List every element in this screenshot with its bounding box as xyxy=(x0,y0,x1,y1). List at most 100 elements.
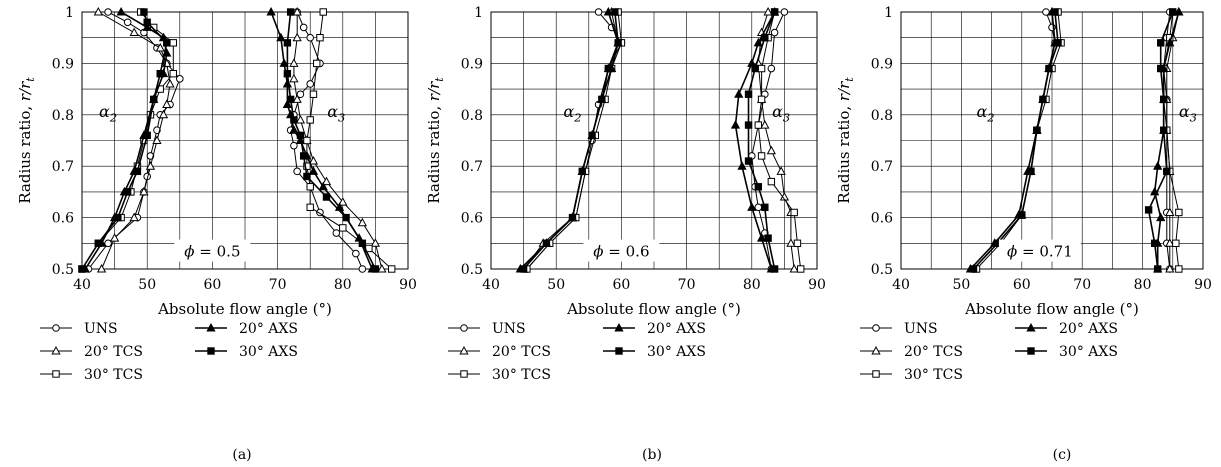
data-point xyxy=(169,69,177,78)
data-point xyxy=(129,212,139,222)
legend-marker xyxy=(207,347,215,355)
data-point xyxy=(542,239,551,248)
data-point xyxy=(1175,208,1183,217)
series-20-tcs xyxy=(93,6,387,273)
x-tick-label: 40 xyxy=(73,277,91,293)
y-tick-label: 1 xyxy=(474,5,483,21)
data-point xyxy=(388,265,396,273)
legend-label: 30° TCS xyxy=(84,367,143,383)
data-point xyxy=(767,64,776,73)
data-point xyxy=(598,95,606,104)
y-tick-label: 1 xyxy=(65,5,74,21)
data-point xyxy=(1160,126,1168,134)
legend-label: 30° AXS xyxy=(647,344,706,360)
data-point xyxy=(318,181,328,191)
data-point xyxy=(797,265,805,273)
data-point xyxy=(757,152,766,160)
legend-item: UNS xyxy=(40,321,118,337)
x-axis-label: Absolute flow angle (°) xyxy=(566,300,741,318)
x-axis-label: Absolute flow angle (°) xyxy=(964,300,1139,318)
data-point xyxy=(614,39,622,47)
data-point xyxy=(744,90,753,98)
data-point xyxy=(1154,265,1162,273)
data-point xyxy=(352,249,360,258)
data-point xyxy=(316,34,324,42)
legend-label: 20° AXS xyxy=(647,321,706,337)
y-tick-label: 0.8 xyxy=(871,108,893,124)
legend-marker xyxy=(1027,347,1035,355)
data-point xyxy=(292,6,302,16)
legend-marker xyxy=(460,370,468,378)
data-point xyxy=(303,172,311,181)
data-point xyxy=(156,69,164,78)
data-point xyxy=(1027,167,1035,176)
data-point xyxy=(747,202,757,211)
data-point xyxy=(319,8,327,16)
data-point xyxy=(93,6,103,16)
data-point xyxy=(289,73,299,83)
data-point xyxy=(757,95,766,104)
x-tick-label: 70 xyxy=(1073,277,1091,293)
y-tick-label: 0.7 xyxy=(461,159,483,175)
data-point xyxy=(588,131,596,140)
data-point xyxy=(1033,126,1041,134)
data-point xyxy=(139,186,149,196)
data-point xyxy=(730,120,741,129)
data-point xyxy=(358,265,367,273)
data-point xyxy=(293,167,301,176)
data-point xyxy=(753,37,763,47)
data-point xyxy=(754,121,763,129)
data-point xyxy=(306,33,315,42)
legend-label: 30° AXS xyxy=(1059,344,1118,360)
legend-item: 20° AXS xyxy=(603,321,706,337)
series-line xyxy=(757,11,802,270)
data-point xyxy=(306,116,314,124)
data-point xyxy=(299,23,308,32)
data-point xyxy=(793,239,802,248)
legend-marker xyxy=(52,370,60,378)
x-tick-label: 50 xyxy=(952,277,970,293)
data-point xyxy=(123,18,132,27)
data-point xyxy=(114,213,122,222)
data-point xyxy=(357,217,368,227)
x-tick-label: 70 xyxy=(678,277,696,293)
plot-frame xyxy=(490,11,818,270)
data-point xyxy=(146,152,155,160)
y-tick-label: 0.7 xyxy=(52,159,74,175)
data-point xyxy=(165,78,175,88)
data-point xyxy=(143,131,151,140)
grid xyxy=(900,11,1204,270)
data-point xyxy=(342,213,350,222)
data-point xyxy=(169,39,177,47)
y-tick-label: 0.8 xyxy=(52,108,74,124)
group-label: α2 xyxy=(976,102,994,125)
data-point xyxy=(760,120,770,129)
legend-item: 20° TCS xyxy=(448,344,551,360)
data-point xyxy=(290,141,298,150)
data-point xyxy=(322,193,331,201)
data-point xyxy=(756,233,767,242)
legend-item: 30° TCS xyxy=(860,367,963,383)
legend-marker xyxy=(615,347,623,355)
y-tick-label: 0.9 xyxy=(871,56,893,72)
y-tick-label: 0.5 xyxy=(52,262,74,278)
data-point xyxy=(321,176,332,186)
series-20-tcs xyxy=(968,6,1184,273)
data-point xyxy=(751,64,759,73)
y-axis-label: Radius ratio, r/rt xyxy=(425,77,446,204)
data-point xyxy=(1174,6,1184,16)
data-point xyxy=(790,208,798,217)
data-point xyxy=(303,136,311,145)
data-point xyxy=(1153,161,1163,170)
annotation: ϕ = 0.71 xyxy=(1007,243,1073,261)
group-label: α3 xyxy=(772,102,790,125)
y-tick-label: 0.5 xyxy=(871,262,893,278)
legend-item: 20° TCS xyxy=(860,344,963,360)
data-point xyxy=(123,188,132,196)
data-point xyxy=(309,90,318,98)
panel-label: (b) xyxy=(642,447,662,463)
legend-label: UNS xyxy=(492,321,526,337)
data-point xyxy=(1156,212,1166,222)
data-point xyxy=(744,121,753,129)
legend-label: 20° TCS xyxy=(492,344,551,360)
